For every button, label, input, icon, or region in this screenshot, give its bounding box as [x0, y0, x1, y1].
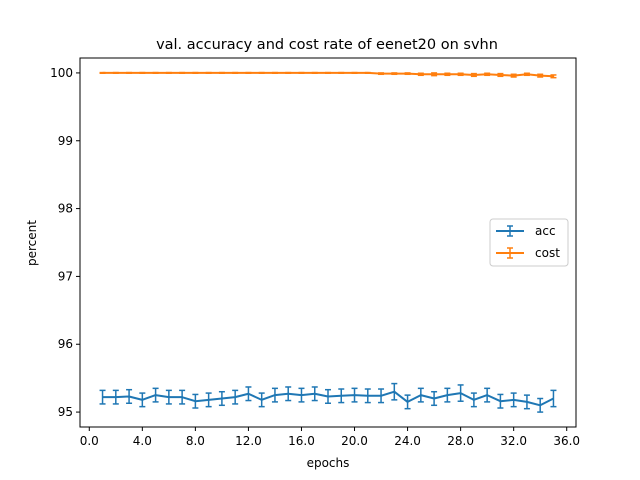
- acc-line: [102, 390, 554, 407]
- x-tick-label: 4.0: [133, 434, 152, 448]
- x-axis-label: epochs: [307, 456, 350, 470]
- legend-label: cost: [535, 246, 560, 260]
- y-axis-ticks: 95 96 97 98 99 100: [50, 66, 80, 419]
- legend: acc cost: [489, 218, 569, 267]
- x-axis-ticks: 0.0 4.0 8.0 12.0 16.0 20.0 24.0 28.0 32.0 36.0: [80, 427, 580, 448]
- x-tick-label: 12.0: [235, 434, 262, 448]
- legend-item-cost: cost: [496, 246, 560, 260]
- y-tick-label: 98: [58, 202, 73, 216]
- series-cost: [99, 71, 557, 79]
- plot-frame: [79, 57, 577, 428]
- y-tick-label: 96: [58, 337, 73, 351]
- x-tick-label: 0.0: [80, 434, 99, 448]
- x-tick-label: 28.0: [447, 434, 474, 448]
- series-acc: [99, 382, 557, 413]
- x-tick-label: 36.0: [553, 434, 580, 448]
- y-axis-label: percent: [25, 220, 39, 266]
- y-tick-label: 100: [50, 66, 73, 80]
- chart-title: val. accuracy and cost rate of eenet20 o…: [156, 37, 498, 53]
- x-tick-label: 16.0: [288, 434, 315, 448]
- x-tick-label: 8.0: [186, 434, 205, 448]
- legend-label: acc: [535, 224, 556, 238]
- x-tick-label: 32.0: [500, 434, 527, 448]
- x-tick-label: 24.0: [394, 434, 421, 448]
- y-tick-label: 97: [58, 269, 73, 283]
- y-tick-label: 99: [58, 134, 73, 148]
- x-tick-label: 20.0: [341, 434, 368, 448]
- cost-line: [102, 71, 554, 78]
- legend-item-acc: acc: [496, 224, 556, 238]
- plot-series: [99, 71, 557, 413]
- y-tick-label: 95: [58, 405, 73, 419]
